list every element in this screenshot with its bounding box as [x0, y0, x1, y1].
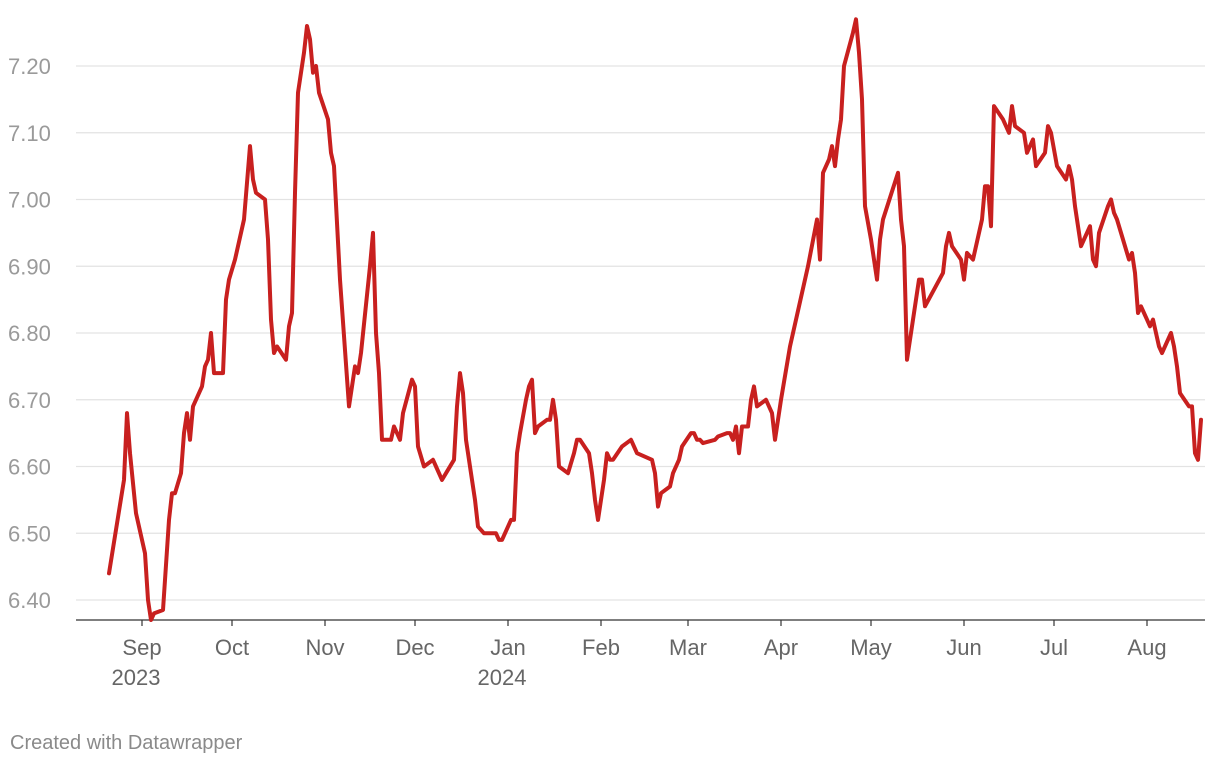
x-tick-year-label: 2023	[112, 665, 161, 690]
x-tick-label: Oct	[215, 635, 249, 660]
x-tick-label: Nov	[305, 635, 344, 660]
x-tick-label: Aug	[1127, 635, 1166, 660]
y-tick-label: 7.20	[8, 54, 51, 79]
x-tick-label: Dec	[395, 635, 434, 660]
y-tick-label: 6.40	[8, 588, 51, 613]
x-tick-label: Apr	[764, 635, 798, 660]
x-tick-label: Mar	[669, 635, 707, 660]
y-tick-label: 6.70	[8, 388, 51, 413]
x-axis-tick-labels: Sep 2023 Oct Nov Dec Jan 2024 Feb Mar Apr May Jun Ju…	[112, 620, 1167, 690]
x-tick-label: Jul	[1040, 635, 1068, 660]
y-tick-label: 7.00	[8, 188, 51, 213]
y-tick-label: 7.10	[8, 121, 51, 146]
x-tick-label: May	[850, 635, 892, 660]
x-tick-label: Jan	[490, 635, 525, 660]
series-layer	[107, 17, 1203, 622]
x-tick-label: Feb	[582, 635, 620, 660]
x-tick-label: Jun	[946, 635, 981, 660]
y-tick-label: 6.50	[8, 521, 51, 546]
y-tick-label: 6.80	[8, 321, 51, 346]
series-line	[107, 17, 1203, 622]
datawrapper-credit: Created with Datawrapper	[10, 732, 243, 754]
y-tick-label: 6.90	[8, 254, 51, 279]
y-axis-tick-labels: 6.40 6.50 6.60 6.70 6.80 6.90 7.00 7.10 7.20	[8, 54, 51, 613]
y-tick-label: 6.60	[8, 455, 51, 480]
x-tick-label: Sep	[122, 635, 161, 660]
x-tick-year-label: 2024	[478, 665, 527, 690]
